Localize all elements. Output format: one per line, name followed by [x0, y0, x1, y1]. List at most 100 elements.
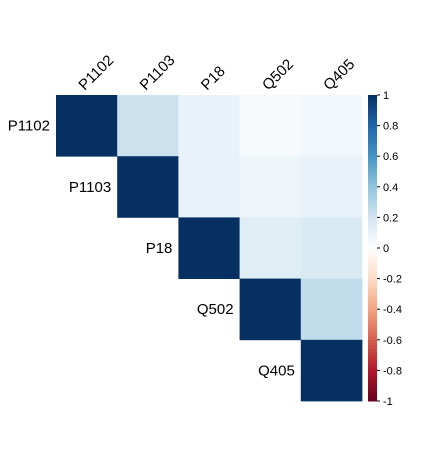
colorbar-segment — [368, 379, 377, 384]
heatmap-cell-P1102-Q405 — [300, 95, 363, 157]
colorbar-segment — [368, 388, 377, 393]
colorbar-segment — [368, 122, 377, 127]
colorbar-segment — [368, 370, 377, 374]
column-label-P18: P18 — [198, 63, 229, 94]
heatmap-cell-P1102-P1103 — [117, 95, 179, 157]
colorbar-segment — [368, 376, 377, 381]
colorbar-segment — [368, 333, 377, 338]
colorbar-segment — [368, 208, 377, 212]
colorbar-segment — [368, 140, 377, 145]
heatmap-cell-P1103-P18 — [178, 156, 240, 218]
colorbar-segment — [368, 278, 377, 283]
row-label-P1103: P1103 — [69, 179, 111, 196]
colorbar-segment — [368, 306, 377, 310]
colorbar-segment — [368, 220, 377, 225]
colorbar-segment — [368, 330, 377, 335]
colorbar-segment — [368, 168, 377, 172]
colorbar-segment — [368, 296, 377, 301]
colorbar-segment — [368, 199, 377, 203]
colorbar-segment — [368, 238, 377, 243]
colorbar-segment — [368, 143, 377, 148]
colorbar-tick-label: 0.2 — [383, 212, 398, 224]
colorbar-segment — [368, 281, 377, 286]
colorbar-segment — [368, 339, 377, 344]
colorbar-segment — [368, 275, 377, 280]
colorbar-segment — [368, 174, 377, 179]
colorbar-segment — [368, 394, 377, 399]
colorbar-segment — [368, 309, 377, 313]
colorbar-segment — [368, 113, 377, 117]
colorbar-segment — [368, 364, 377, 368]
colorbar-segment — [368, 223, 377, 228]
colorbar-segment — [368, 131, 377, 136]
colorbar-segment — [368, 284, 377, 289]
colorbar-segment — [368, 263, 377, 267]
colorbar-segment — [368, 244, 377, 249]
colorbar-segment — [368, 205, 377, 209]
colorbar-segment — [368, 248, 377, 252]
colorbar-tick-label: -0.6 — [383, 335, 402, 347]
colorbar-segment — [368, 342, 377, 347]
colorbar-segment — [368, 116, 377, 120]
colorbar-segment — [368, 217, 377, 221]
colorbar — [368, 95, 377, 402]
colorbar-segment — [368, 229, 377, 234]
colorbar-segment — [368, 312, 377, 316]
colorbar-segment — [368, 315, 377, 319]
colorbar-tick-label: -0.2 — [383, 274, 402, 286]
colorbar-tick-label: 0.8 — [383, 121, 398, 133]
colorbar-segment — [368, 189, 377, 194]
colorbar-segment — [368, 318, 377, 322]
colorbar-segment — [368, 373, 377, 378]
colorbar-segment — [368, 95, 377, 99]
colorbar-segment — [368, 327, 377, 332]
heatmap-cell-P1102-P1102 — [56, 95, 118, 157]
heatmap-cell-Q405-Q405 — [300, 339, 363, 402]
colorbar-segment — [368, 352, 377, 356]
colorbar-segment — [368, 272, 377, 277]
colorbar-segment — [368, 104, 377, 108]
colorbar-segment — [368, 232, 377, 237]
colorbar-tick-label: 0.6 — [383, 151, 398, 163]
colorbar-segment — [368, 153, 377, 157]
column-label-P1102: P1102 — [75, 52, 117, 94]
colorbar-segment — [368, 269, 377, 273]
heatmap-cell-P18-Q405 — [300, 217, 363, 279]
heatmap-cell-P1103-Q405 — [300, 156, 363, 218]
colorbar-segment — [368, 300, 377, 304]
colorbar-tick-label: 0.4 — [383, 182, 398, 194]
row-label-Q502: Q502 — [197, 301, 234, 318]
colorbar-segment — [368, 202, 377, 206]
colorbar-segment — [368, 287, 377, 292]
column-label-P1103: P1103 — [137, 52, 179, 94]
colorbar-segment — [368, 385, 377, 390]
colorbar-segment — [368, 254, 377, 258]
colorbar-ticks: 1 0.8 0.6 0.4 0.2 0 -0.2 -0.4 -0.6 -0.8 -1 — [377, 90, 402, 408]
colorbar-segment — [368, 192, 377, 197]
colorbar-segment — [368, 382, 377, 387]
colorbar-segment — [368, 324, 377, 329]
colorbar-segment — [368, 101, 377, 105]
colorbar-segment — [368, 125, 377, 130]
colorbar-segment — [368, 321, 377, 325]
colorbar-segment — [368, 266, 377, 270]
row-label-P18: P18 — [146, 240, 173, 257]
column-label-Q502: Q502 — [259, 56, 297, 94]
colorbar-segment — [368, 177, 377, 182]
colorbar-segment — [368, 156, 377, 160]
colorbar-segment — [368, 290, 377, 295]
colorbar-segment — [368, 137, 377, 142]
colorbar-segment — [368, 345, 377, 350]
colorbar-segment — [368, 128, 377, 133]
colorbar-segment — [368, 134, 377, 139]
colorbar-segment — [368, 110, 377, 114]
colorbar-segment — [368, 214, 377, 218]
colorbar-segment — [368, 183, 377, 188]
colorbar-segment — [368, 119, 377, 124]
colorbar-segment — [368, 336, 377, 341]
colorbar-segment — [368, 367, 377, 371]
colorbar-segment — [368, 251, 377, 255]
colorbar-segment — [368, 211, 377, 215]
heatmap-cell-Q502-Q405 — [300, 278, 363, 341]
